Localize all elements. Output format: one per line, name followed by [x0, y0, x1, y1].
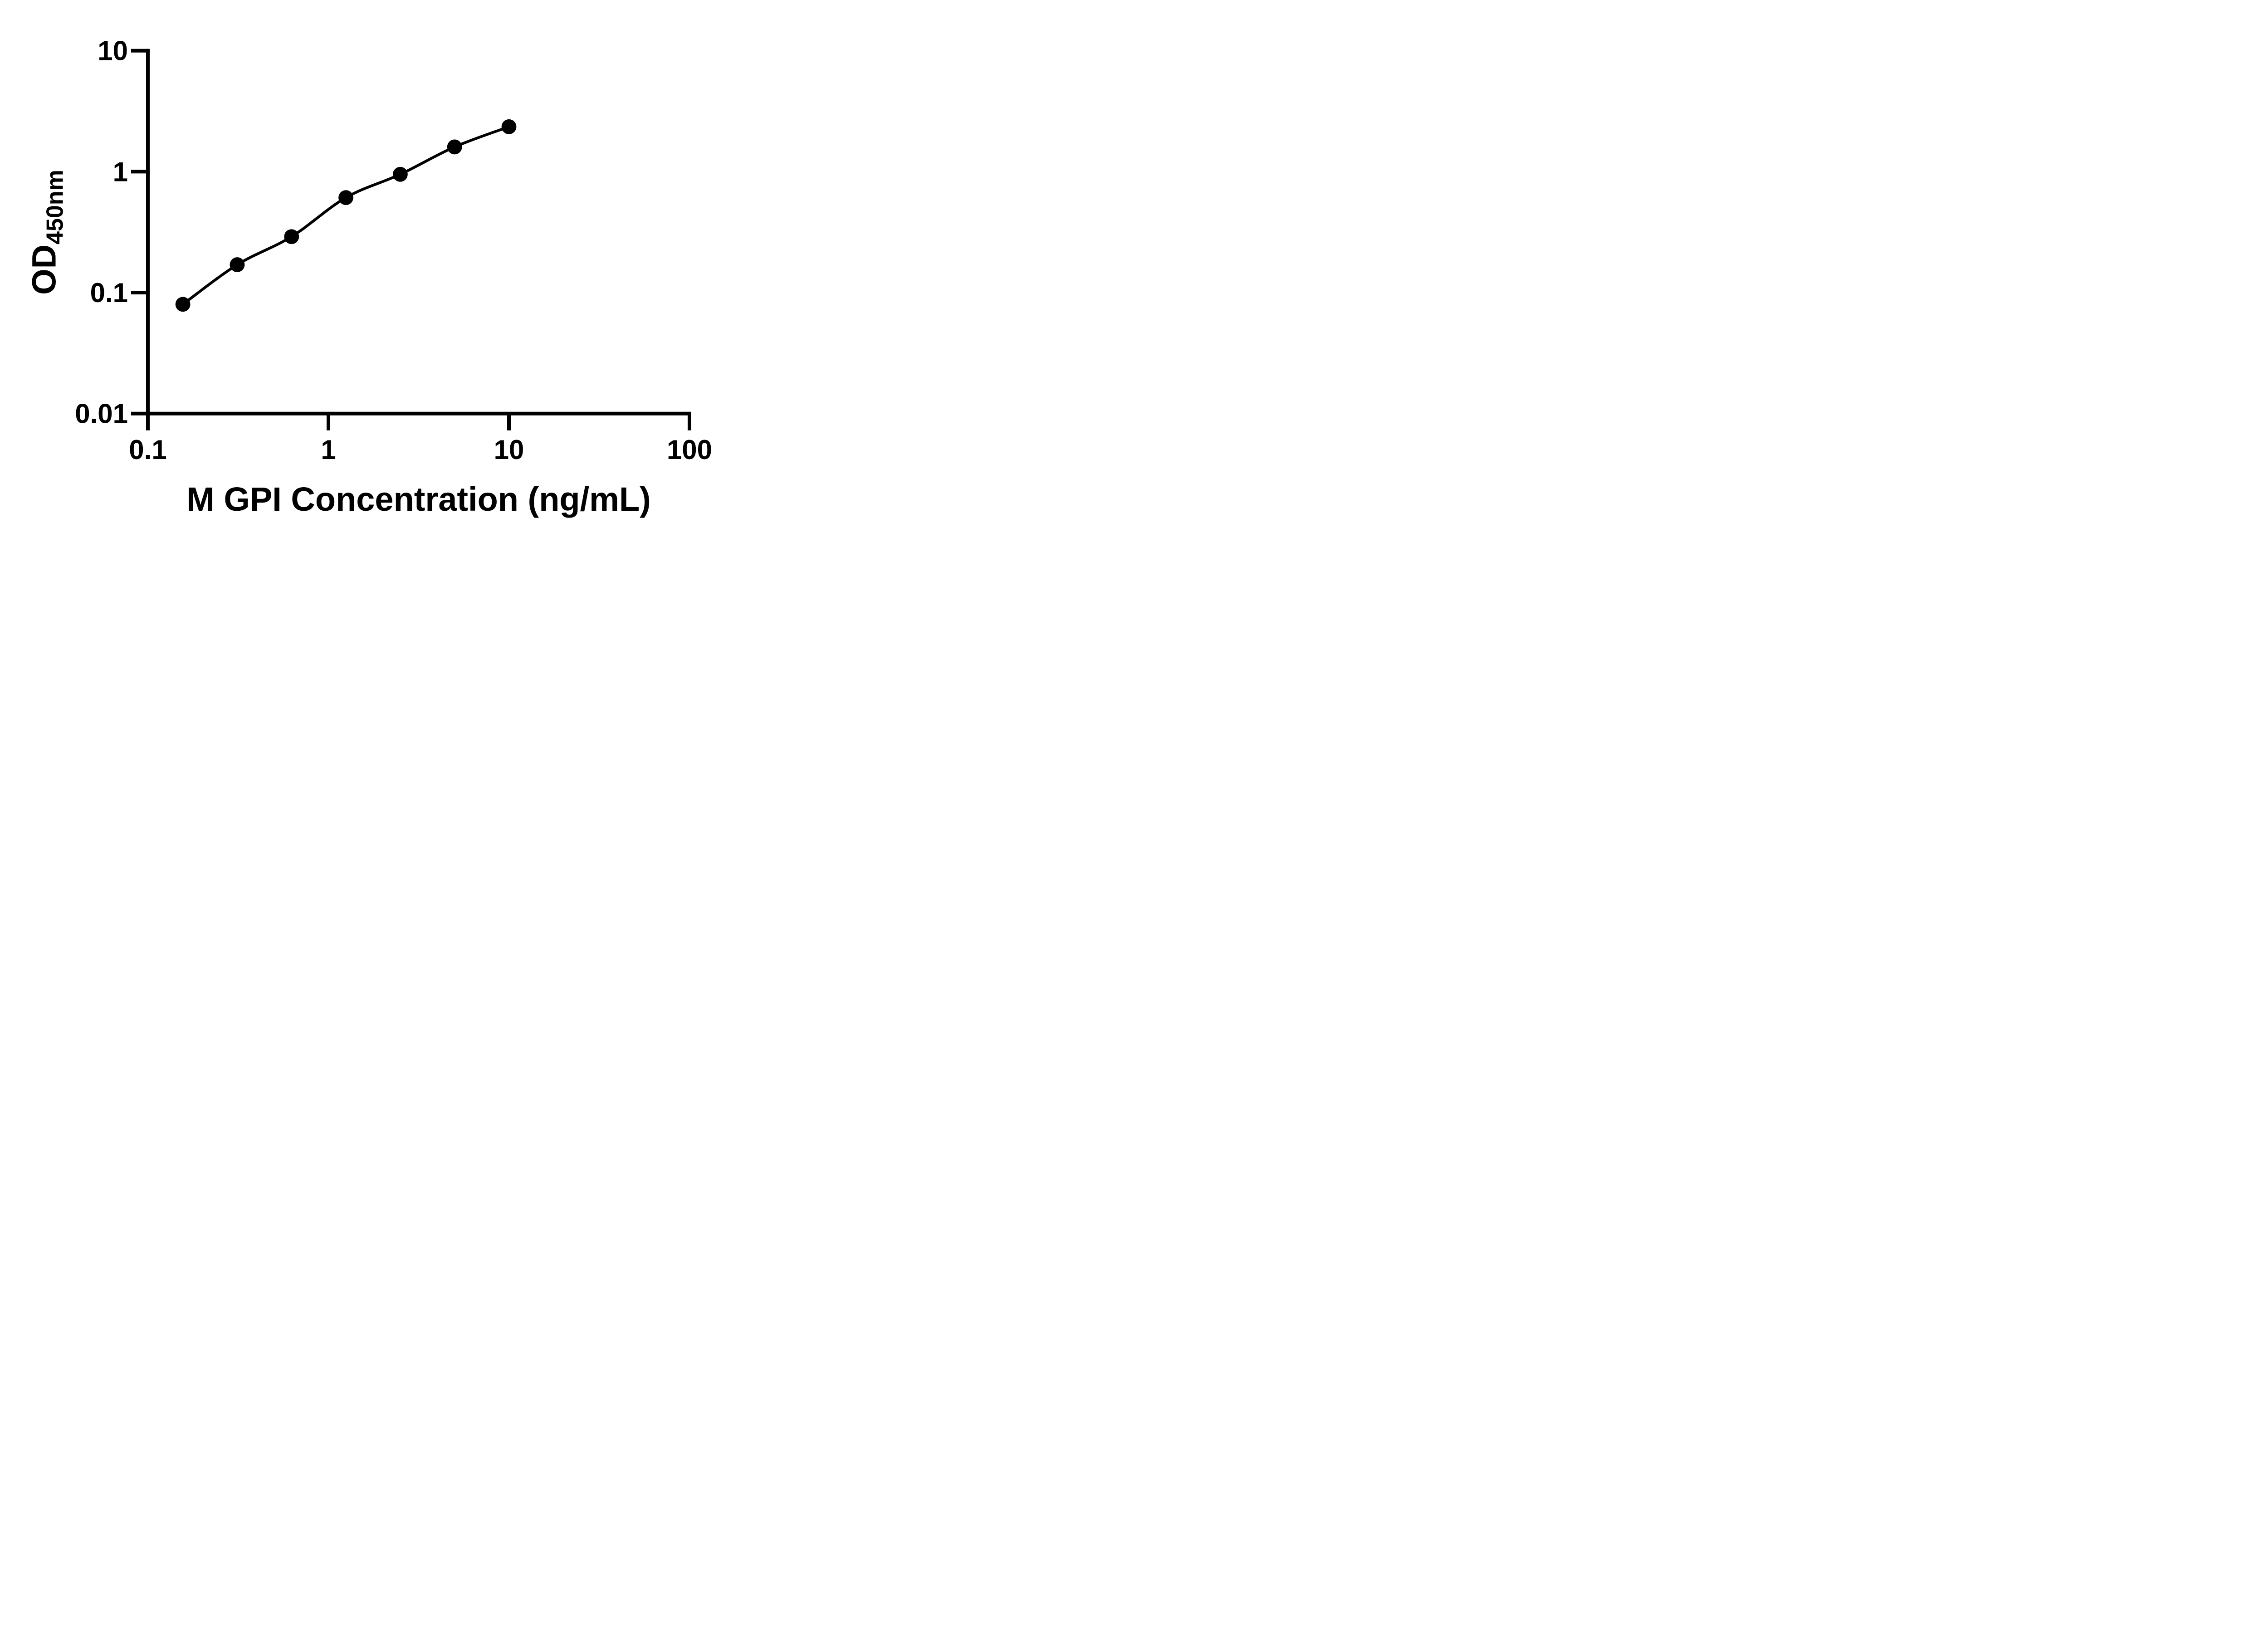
data-point-marker: [392, 166, 408, 182]
x-axis-title: M GPI Concentration (ng/mL): [186, 480, 651, 518]
x-tick-label: 100: [667, 435, 712, 465]
y-axis-title: OD450nm: [25, 170, 69, 295]
data-point-marker: [338, 190, 353, 205]
y-axis-title-subscript: 450nm: [42, 170, 68, 244]
data-point-marker: [501, 119, 517, 134]
y-tick-label: 0.1: [90, 278, 128, 308]
y-tick-label: 10: [98, 36, 128, 66]
y-tick-label: 1: [113, 156, 128, 187]
y-axis-title-main: OD: [25, 244, 63, 295]
standard-curve-line: [181, 125, 510, 306]
x-tick-label: 0.1: [129, 435, 166, 465]
data-point-marker: [230, 257, 245, 272]
data-point-marker: [284, 229, 299, 244]
elisa-standard-curve-figure: 0.01 0.1 1 10 0.1 1 10 100 OD450nm M GPI Concen…: [0, 0, 776, 544]
data-point-marker: [447, 139, 462, 155]
x-tick-label: 1: [321, 435, 336, 465]
data-point-marker: [175, 297, 191, 312]
y-tick-label: 0.01: [75, 399, 128, 429]
x-tick-label: 10: [494, 435, 524, 465]
